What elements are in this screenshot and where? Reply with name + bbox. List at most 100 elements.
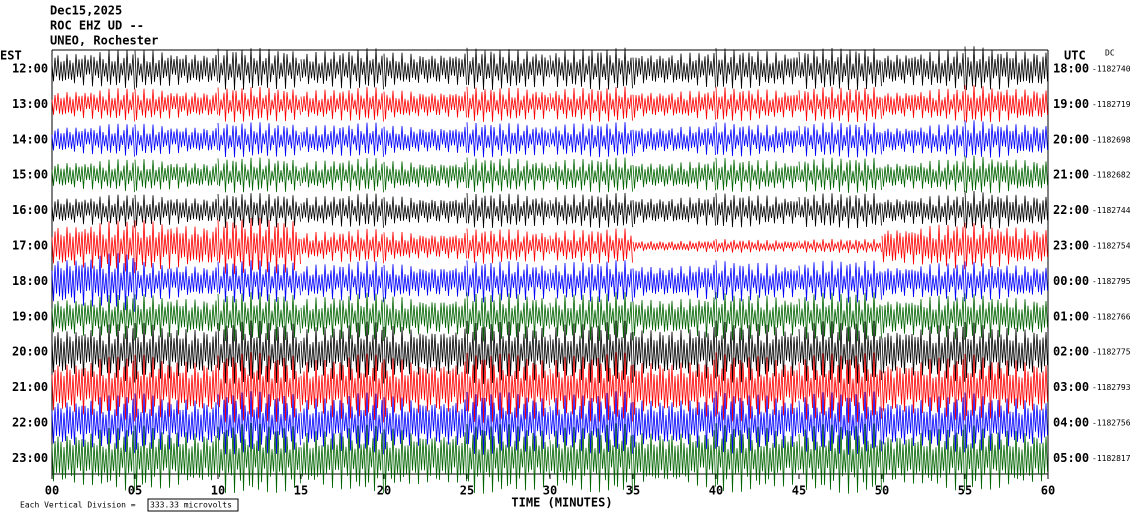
dc-label: DC	[1105, 49, 1115, 58]
trace-segment	[715, 48, 799, 89]
trace-segment	[466, 47, 550, 90]
x-tick-label: 55	[958, 484, 972, 498]
trace-segment	[466, 391, 550, 455]
trace-segment	[632, 297, 716, 338]
local-time-label: 18:00	[12, 274, 48, 288]
trace-segment	[964, 120, 1048, 158]
utc-time-label: 21:00	[1053, 168, 1089, 182]
trace-segment	[134, 294, 218, 338]
trace-segment	[217, 122, 301, 158]
trace-segment	[715, 86, 799, 121]
trace-segment	[300, 193, 384, 228]
local-time-label: 16:00	[12, 203, 48, 217]
trace-segment	[383, 396, 467, 450]
trace-segment	[383, 264, 467, 300]
trace-segment	[964, 392, 1048, 451]
trace-segment	[881, 124, 965, 157]
utc-time-label: 04:00	[1053, 416, 1089, 430]
trace-segment	[549, 292, 633, 341]
trace-segment	[798, 47, 882, 91]
trace-segment	[466, 86, 550, 122]
trace-segment	[715, 193, 799, 228]
trace-segment	[798, 122, 882, 158]
trace-segment	[549, 192, 633, 228]
trace-segment	[964, 46, 1048, 91]
trace-segment	[51, 123, 135, 157]
trace-segment	[466, 192, 550, 229]
trace-segment	[881, 295, 965, 340]
trace-segment	[549, 391, 633, 454]
trace-segment	[466, 157, 550, 193]
local-time-label: 22:00	[12, 416, 48, 430]
trace-segment	[134, 354, 218, 418]
x-tick-label: 10	[211, 484, 225, 498]
trace-segment	[466, 424, 550, 494]
x-tick-label: 25	[460, 484, 474, 498]
trace-segment	[300, 353, 384, 423]
trace-segment	[715, 260, 799, 302]
dc-offset-label: -1182754	[1092, 242, 1130, 251]
trace-segment	[51, 88, 135, 122]
trace-segment	[217, 260, 301, 303]
trace-segment	[134, 393, 218, 450]
trace-segment	[715, 320, 799, 383]
trace-segment	[51, 294, 135, 341]
trace-segment	[632, 327, 716, 379]
trace-segment	[51, 427, 135, 492]
trace-segment	[881, 224, 965, 270]
utc-time-label: 05:00	[1053, 451, 1089, 465]
scale-value: 333.33 microvolts	[150, 501, 232, 510]
trace-segment	[383, 90, 467, 120]
trace-segment	[964, 353, 1048, 419]
utc-time-label: 00:00	[1053, 274, 1089, 288]
x-tick-label: 35	[626, 484, 640, 498]
local-time-label: 17:00	[12, 239, 48, 253]
trace-segment	[881, 325, 965, 382]
scale-caption: Each Vertical Division =	[20, 501, 136, 510]
trace-segment	[217, 47, 301, 91]
trace-segment	[798, 320, 882, 385]
trace-segment	[632, 397, 716, 450]
trace-segment	[300, 228, 384, 264]
trace-segment	[798, 292, 882, 342]
trace-segment	[300, 157, 384, 193]
trace-segment	[798, 423, 882, 494]
local-time-label: 13:00	[12, 97, 48, 111]
dc-offset-label: -1182793	[1092, 383, 1130, 392]
trace-segment	[51, 49, 135, 90]
dc-offset-label: -1182766	[1092, 312, 1130, 321]
trace-segment	[715, 157, 799, 192]
trace-segment	[383, 296, 467, 338]
trace-segment	[798, 260, 882, 303]
trace-segment	[134, 50, 218, 88]
trace-segment	[715, 391, 799, 454]
trace-segment	[134, 159, 218, 191]
trace-segment	[383, 358, 467, 417]
trace-segment	[881, 428, 965, 491]
network: UNEO, Rochester	[50, 34, 158, 48]
trace-segment	[383, 161, 467, 191]
trace-segment	[466, 122, 550, 158]
x-tick-label: 30	[543, 484, 557, 498]
trace-segment	[798, 86, 882, 123]
x-tick-label: 45	[792, 484, 806, 498]
trace-segment	[217, 320, 301, 384]
dc-offset-label: -1182775	[1092, 348, 1130, 357]
dc-offset-label: -1182719	[1092, 100, 1130, 109]
local-time-label: 12:00	[12, 62, 48, 76]
trace-segment	[964, 293, 1048, 339]
trace-segment	[798, 238, 882, 254]
right-zone: UTC	[1064, 49, 1086, 63]
trace-segment	[798, 193, 882, 229]
local-time-label: 20:00	[12, 345, 48, 359]
trace-segment	[466, 260, 550, 303]
trace-segment	[632, 430, 716, 488]
x-tick-label: 00	[45, 484, 59, 498]
trace-segment	[549, 228, 633, 264]
trace-segment	[466, 320, 550, 385]
trace-segment	[881, 357, 965, 421]
trace-segment	[51, 220, 135, 274]
trace-segment	[383, 231, 467, 261]
trace-segment	[549, 86, 633, 122]
